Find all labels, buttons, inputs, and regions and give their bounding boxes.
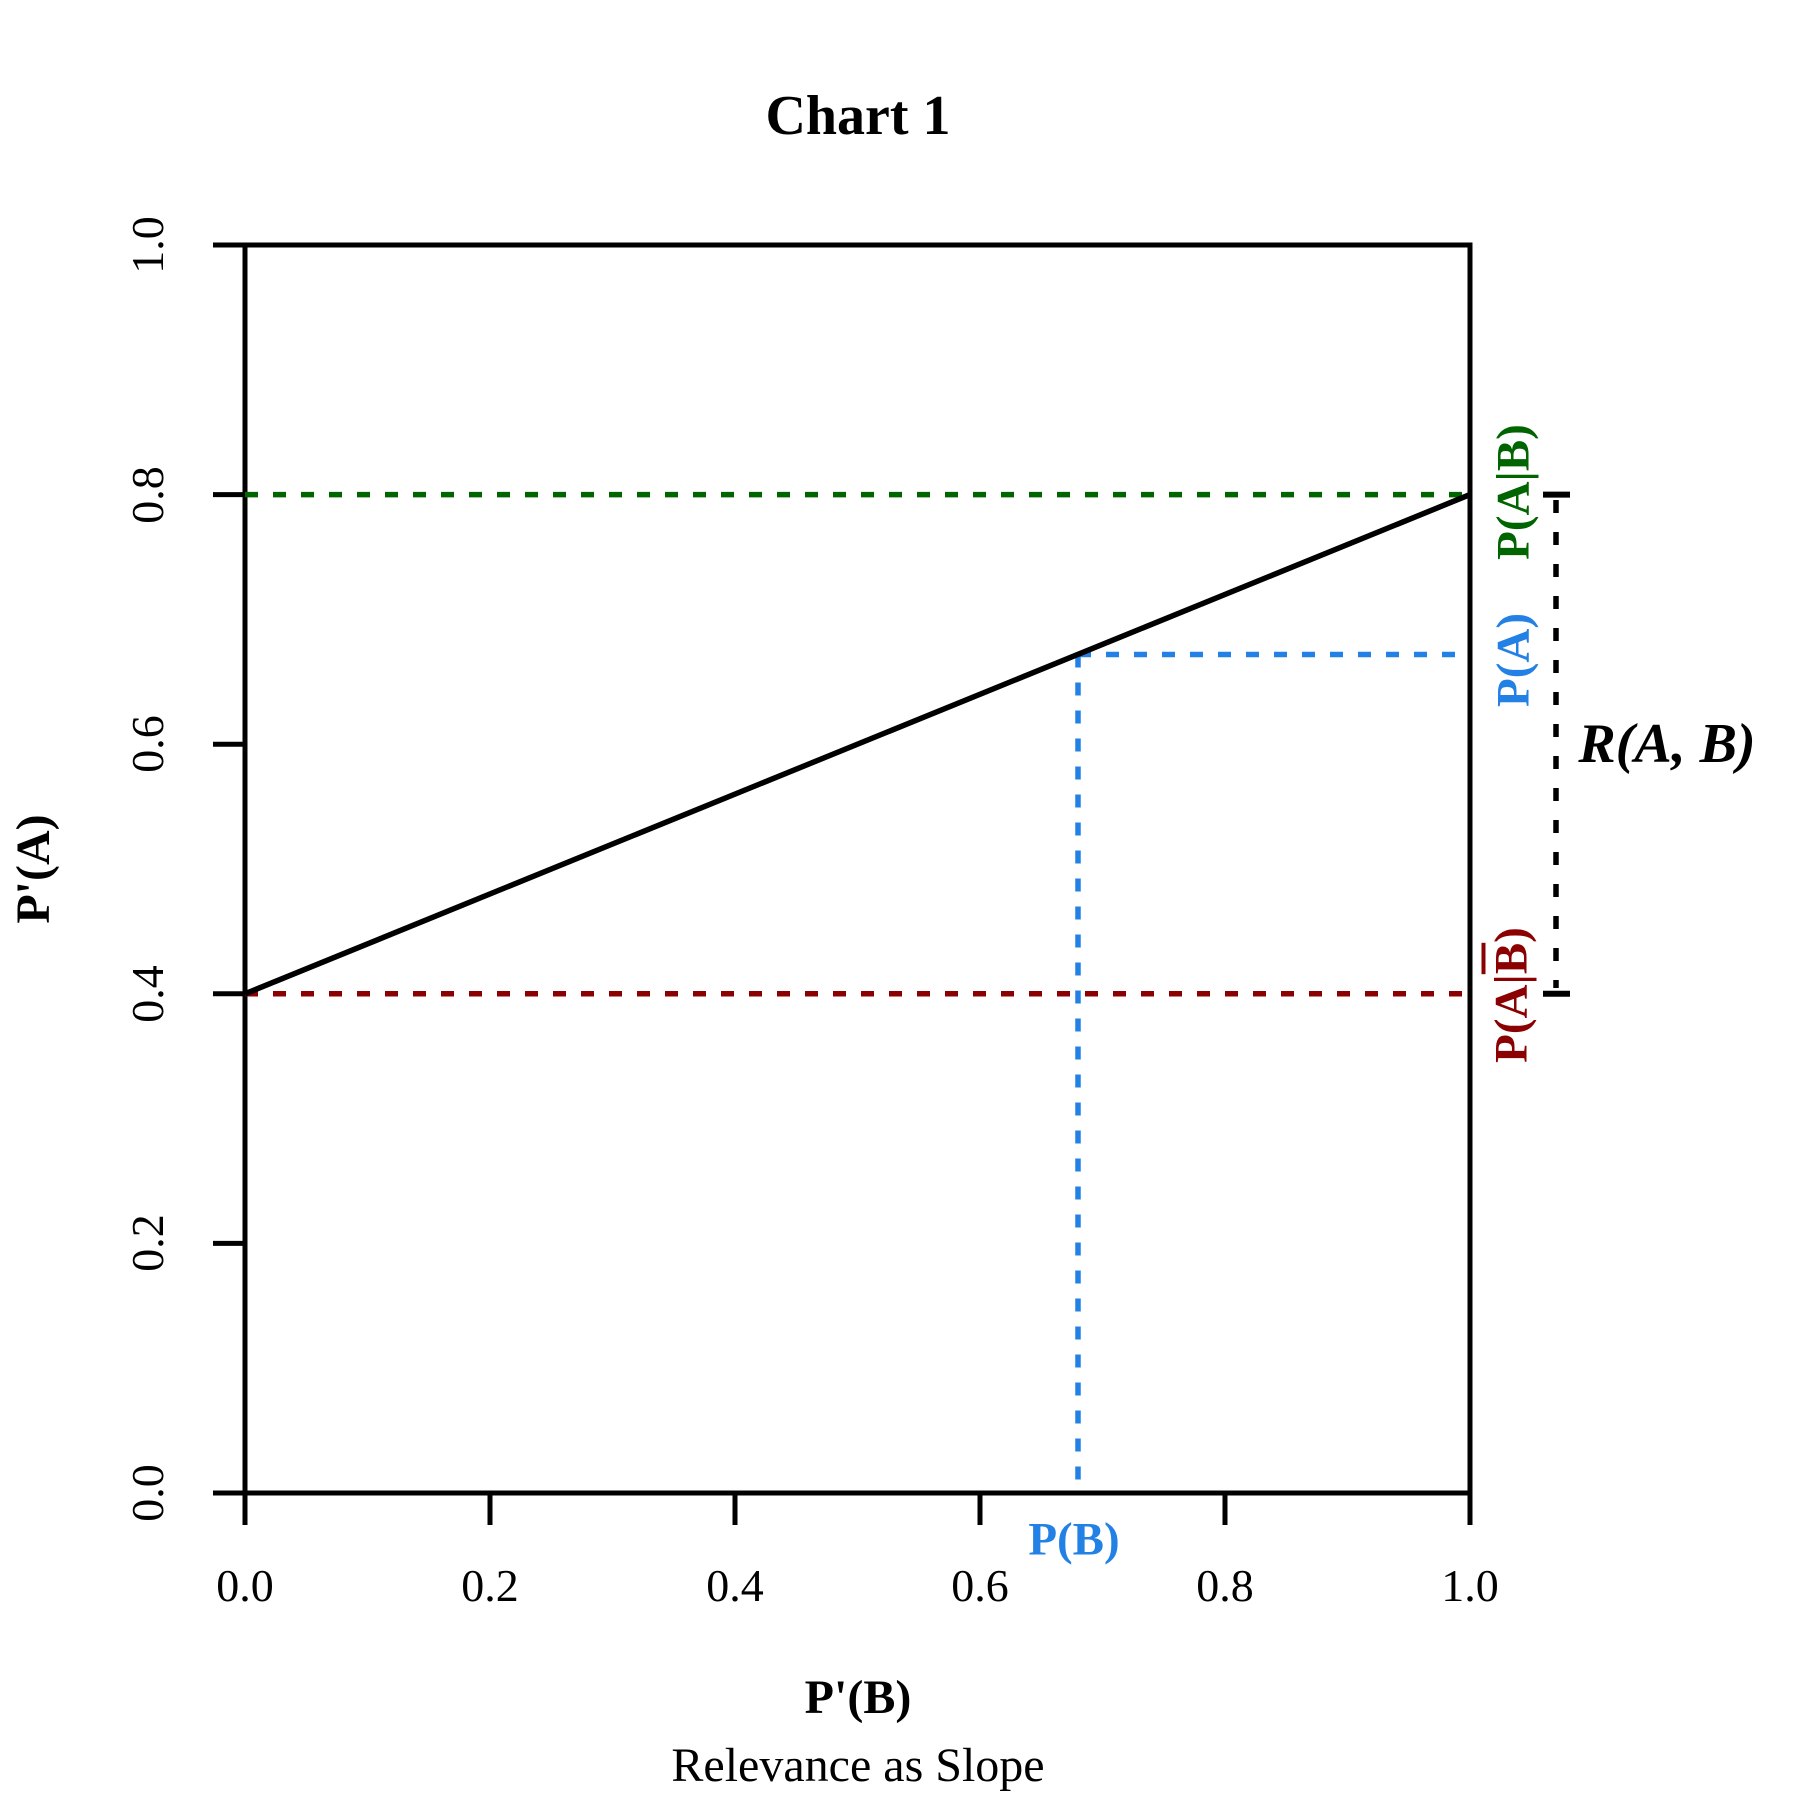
x-tick-label-0: 0.0 — [216, 1560, 274, 1611]
p-a-label: P(A) — [1487, 613, 1540, 707]
p-a-given-b-label: P(A|B) — [1487, 424, 1540, 560]
p-a-given-not-b-label: P(A|B) — [1485, 927, 1538, 1063]
x-axis-ticks — [242, 1493, 1473, 1525]
x-axis-caption: Relevance as Slope — [671, 1739, 1045, 1792]
p-a-given-not-b-label-pre: P(A| — [1485, 974, 1538, 1063]
x-tick-label-1: 0.2 — [461, 1560, 519, 1611]
y-tick-label-5: 1.0 — [122, 216, 173, 274]
p-a-given-not-b-label-post: ) — [1485, 927, 1538, 943]
y-axis-label: P'(A) — [7, 814, 60, 924]
p-a-given-not-b-label-overbar: B — [1485, 942, 1538, 975]
x-tick-label-4: 0.8 — [1196, 1560, 1254, 1611]
relevance-label: R(A, B) — [1578, 713, 1756, 775]
relevance-bracket — [1543, 491, 1570, 997]
x-tick-label-2: 0.4 — [706, 1560, 764, 1611]
y-tick-label-1: 0.2 — [122, 1214, 173, 1273]
y-axis-ticks — [213, 242, 245, 1496]
x-tick-label-5: 1.0 — [1441, 1560, 1499, 1611]
y-tick-label-0: 0.0 — [122, 1464, 173, 1522]
y-tick-label-3: 0.6 — [122, 715, 173, 773]
x-axis-label: P'(B) — [804, 1671, 912, 1724]
chart-title: Chart 1 — [765, 85, 951, 147]
y-tick-label-4: 0.8 — [122, 465, 173, 524]
x-tick-label-3: 0.6 — [951, 1560, 1009, 1611]
p-b-label: P(B) — [1028, 1513, 1120, 1566]
plot-border — [242, 242, 1473, 1496]
conditional-probability-line — [243, 492, 1472, 997]
y-tick-label-2: 0.4 — [122, 965, 173, 1023]
